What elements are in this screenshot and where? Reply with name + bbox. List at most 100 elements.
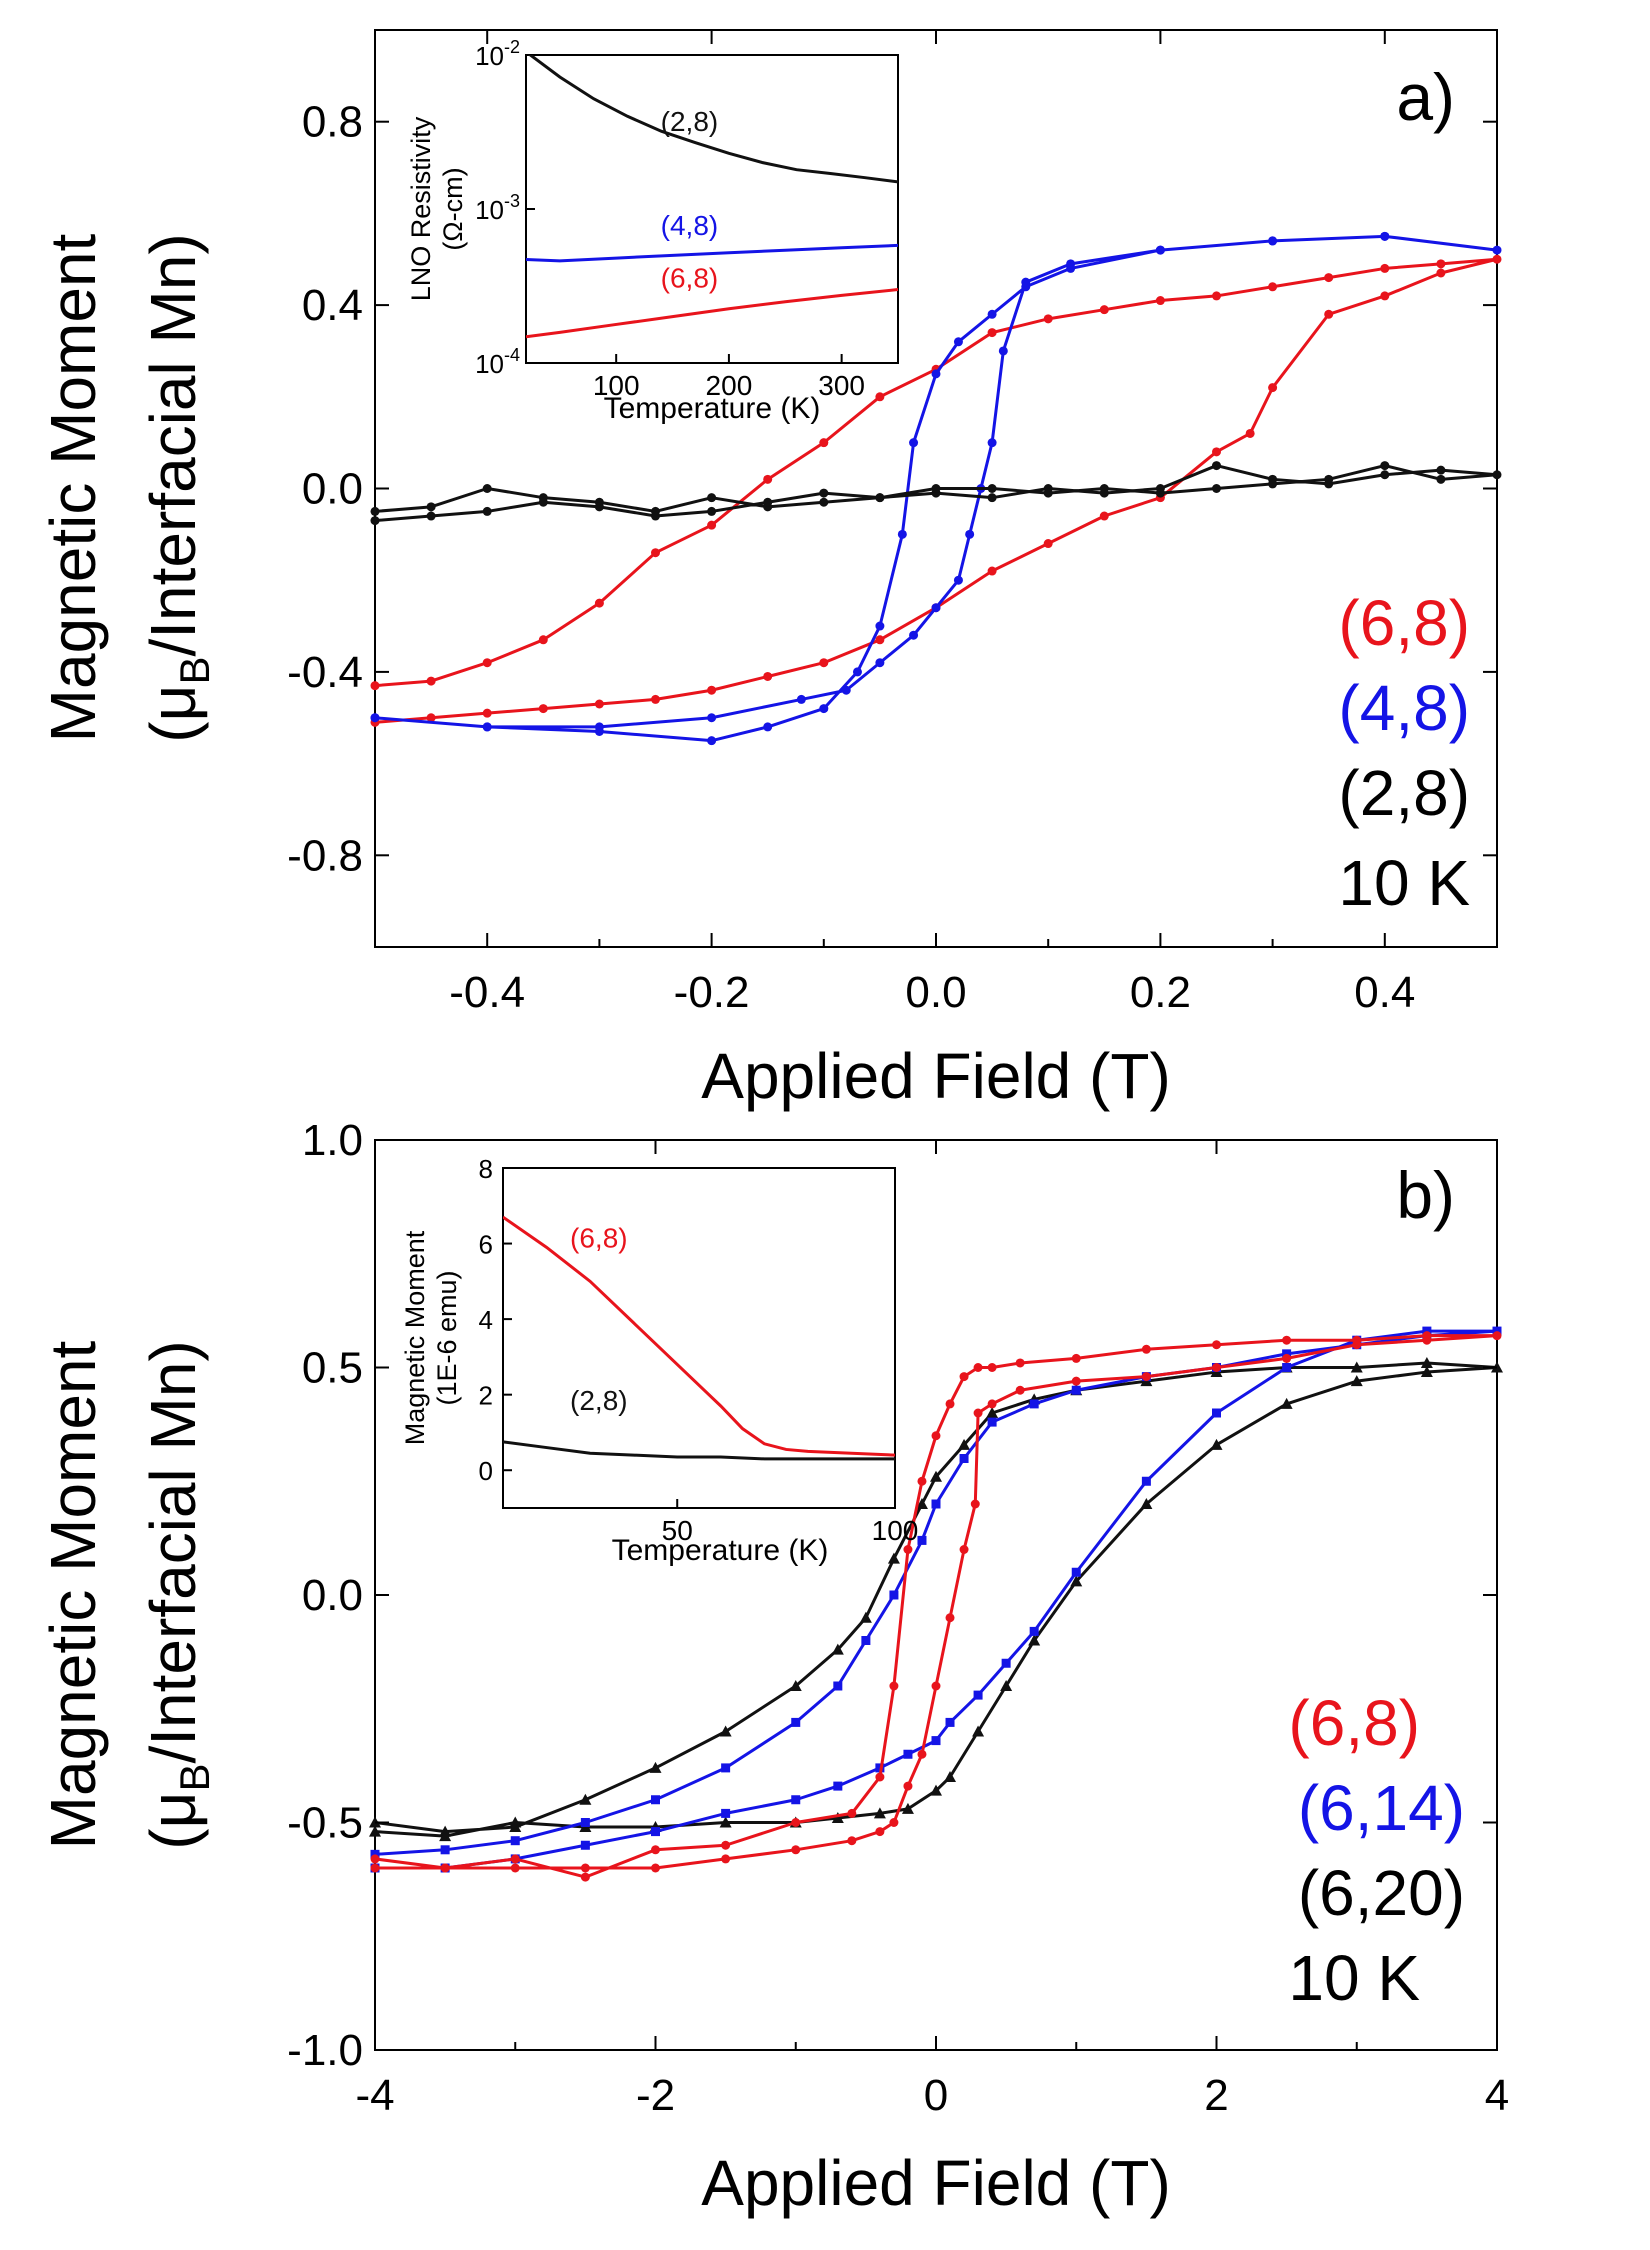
inset-b-ylabel-line1: Magnetic Moment (400, 1230, 430, 1445)
panel-a-point-6-8 (1380, 291, 1390, 301)
panel-a-point-6-8 (1043, 314, 1053, 324)
panel-b-point-6-8 (987, 1363, 997, 1372)
panel-b-ytick-label-1-0: -1.0 (287, 2026, 363, 2075)
panel-b-point-6-8 (973, 1408, 983, 1418)
panel-b-point-6-8 (580, 1863, 590, 1873)
inset-a-ytick-exponent-1e-4: -4 (504, 345, 520, 365)
panel-b-point-6-14 (987, 1417, 997, 1427)
panel-b-point-6-8 (1015, 1385, 1025, 1395)
panel-a-point-6-8 (987, 328, 997, 338)
panel-b-point-6-14 (510, 1836, 520, 1846)
panel-b-point-6-8 (1352, 1340, 1362, 1350)
panel-a-xtick-label-0-0: 0.0 (905, 968, 966, 1017)
panel-a-point-4-8 (1066, 259, 1076, 269)
panel-b-point-6-14 (721, 1763, 731, 1773)
panel-a-point-2-8 (1099, 484, 1109, 493)
panel-a-point-6-8 (763, 474, 773, 484)
panel-a-point-2-8 (1380, 470, 1390, 480)
panel-b-point-6-20 (944, 1771, 957, 1782)
panel-b-point-6-14 (651, 1827, 660, 1837)
panel-a-point-2-8 (1155, 488, 1165, 498)
panel-b-xtick-label-4: 4 (1485, 2071, 1509, 2120)
panel-a-ylabel-post: /Interfacial Mn) (137, 233, 209, 656)
panel-b-point-6-8 (370, 1863, 380, 1873)
panel-b-point-6-14 (861, 1636, 871, 1645)
panel-b-legend-6-20: (6,20) (1298, 1857, 1465, 1929)
panel-b-point-6-20 (1000, 1680, 1013, 1691)
panel-a-point-2-8 (987, 484, 997, 493)
panel-a-point-2-8 (1268, 479, 1278, 489)
panel-a-point-2-8 (1436, 465, 1446, 475)
panel-b-xlabel: Applied Field (T) (701, 2147, 1171, 2219)
panel-a-point-6-8 (987, 566, 997, 576)
panel-a-legend-4-8: (4,8) (1338, 672, 1470, 744)
panel-b-point-6-20 (873, 1807, 886, 1819)
panel-a-point-6-8 (875, 635, 885, 645)
panel-b-point-6-20 (915, 1498, 928, 1509)
panel-a-point-4-8 (796, 694, 806, 704)
inset-b-label-6-8: (6,8) (570, 1222, 628, 1253)
panel-b-ylabel-line1: Magnetic Moment (37, 1340, 109, 1849)
panel-a-point-2-8 (1436, 474, 1446, 484)
panel-a-point-2-8 (1380, 461, 1390, 471)
inset-b-ytick-label-8: 8 (479, 1154, 493, 1184)
panel-a-point-6-8 (1268, 282, 1278, 292)
panel-a-point-4-8 (852, 667, 862, 677)
panel-b-point-6-20 (986, 1407, 999, 1418)
inset-a-ytick-label-1e-3: 10 (475, 195, 504, 225)
panel-b-point-6-20 (1420, 1356, 1433, 1368)
panel-a-point-2-8 (987, 493, 997, 503)
inset-a-line-6-8 (526, 288, 898, 339)
panel-b-series-6-8 (370, 1331, 1502, 1882)
panel-b-point-6-20 (930, 1784, 942, 1796)
panel-b-point-6-20 (831, 1643, 844, 1655)
panel-b-xtick-label-2: 2 (1204, 2071, 1228, 2120)
panel-b-point-6-20 (509, 1816, 522, 1828)
panel-a-point-4-8 (965, 529, 975, 539)
panel-b-point-6-8 (875, 1827, 885, 1837)
inset-a-ytick-exponent-1e-3: -3 (504, 191, 520, 211)
panel-a-point-6-8 (426, 713, 436, 723)
inset-a-ylabel-line2: (Ω-cm) (438, 167, 468, 250)
panel-a-point-6-8 (426, 676, 436, 686)
inset-b-ytick-label-0: 0 (479, 1456, 493, 1486)
panel-a-point-4-8 (987, 309, 997, 319)
panel-a-ylabel-pre: (μ (137, 685, 209, 743)
panel-b-point-6-8 (1141, 1372, 1151, 1382)
panel-a-point-2-8 (482, 484, 492, 493)
panel-a-plot (370, 231, 1502, 746)
panel-b-point-6-14 (370, 1849, 380, 1859)
panel-a-point-6-8 (1245, 428, 1255, 438)
panel-b-point-6-14 (945, 1717, 955, 1727)
panel-a-xtick-label-0-4: 0.4 (1354, 968, 1415, 1017)
panel-b-point-6-20 (1350, 1375, 1363, 1387)
panel-b-point-6-20 (972, 1725, 985, 1737)
panel-b-point-6-20 (1350, 1361, 1363, 1373)
inset-a-ytick-exponent-1e-2: -2 (504, 37, 520, 57)
panel-a-point-4-8 (931, 369, 941, 379)
panel-b-xtick-label-4: -4 (355, 2071, 394, 2120)
panel-a-point-2-8 (763, 497, 773, 507)
panel-a-point-4-8 (953, 337, 963, 347)
panel-b-point-6-20 (789, 1680, 802, 1691)
panel-b-legend-6-14: (6,14) (1298, 1772, 1465, 1844)
panel-a-point-4-8 (841, 685, 851, 695)
panel-a-series-2-8 (370, 461, 1502, 526)
panel-b-point-6-20 (1028, 1634, 1041, 1646)
panel-b-point-6-20 (958, 1438, 971, 1450)
panel-a-point-2-8 (370, 506, 380, 516)
panel-b-point-6-14 (1282, 1349, 1292, 1359)
panel-a-label: a) (1396, 60, 1455, 134)
panel-b-point-6-14 (721, 1808, 731, 1818)
panel-a-point-4-8 (897, 529, 907, 539)
panel-a-axes: -0.4 -0.2 0.0 0.2 0.4 -0.8 -0.4 0.0 0.4 0.8 (287, 30, 1497, 1017)
panel-a-point-4-8 (1380, 231, 1390, 241)
panel-b-point-6-8 (651, 1863, 660, 1873)
panel-b-point-6-14 (791, 1717, 801, 1727)
panel-b-point-6-14 (959, 1454, 969, 1463)
inset-a-xtick-label-300: 300 (818, 370, 865, 401)
inset-b-xtick-label-50: 50 (662, 1515, 693, 1546)
inset-b-ylabel-line2: (1E-6 emu) (432, 1270, 462, 1405)
panel-a-point-4-8 (594, 722, 604, 732)
panel-a-point-6-8 (1436, 268, 1446, 278)
